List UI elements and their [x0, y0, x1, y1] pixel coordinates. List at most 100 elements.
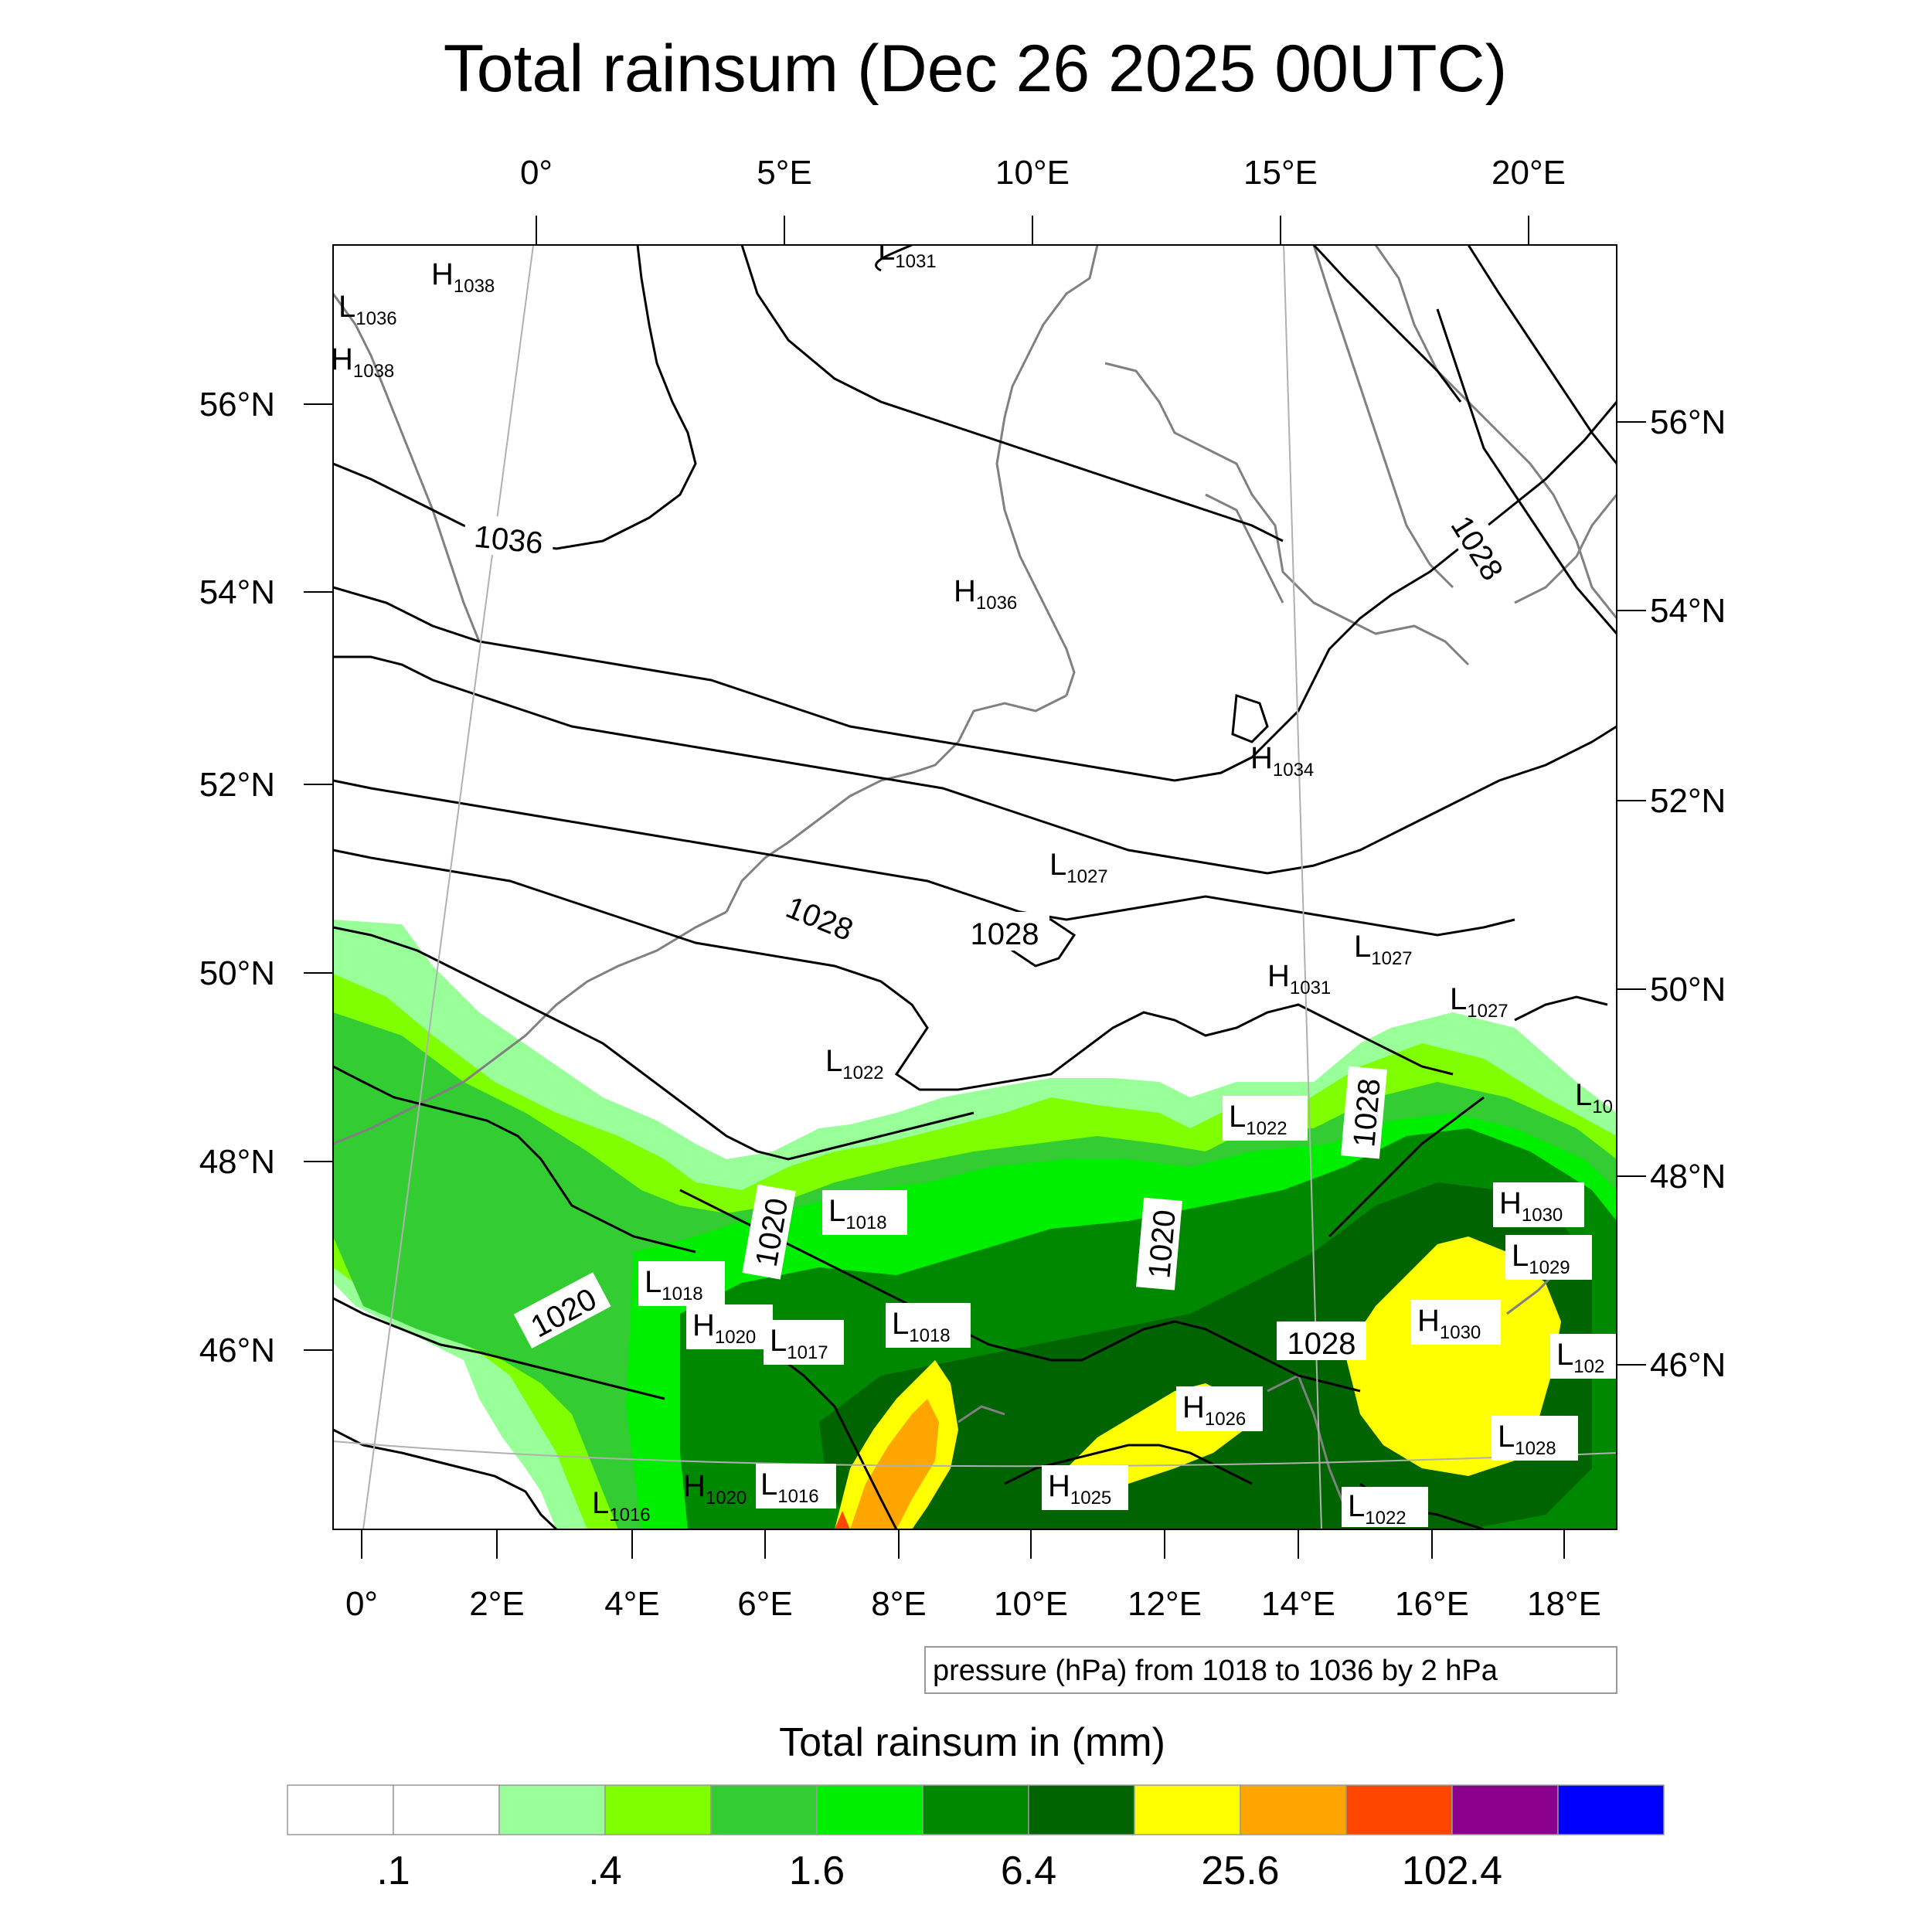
colorbar-tick-label: 6.4: [1001, 1849, 1056, 1893]
colorbar-swatch: [498, 1784, 606, 1835]
right-tick-label: 50°N: [1650, 971, 1726, 1009]
svg-text:1036: 1036: [473, 519, 545, 560]
colorbar-swatch: [922, 1784, 1029, 1835]
isobars: [333, 245, 1617, 1529]
svg-text:L102: L102: [1556, 1338, 1604, 1377]
rain-area-red: [835, 1511, 850, 1529]
colorbar-tick-label: 1.6: [789, 1849, 845, 1893]
pressure-center-low: L10: [1575, 1078, 1613, 1117]
top-axis: 0° 5°E 10°E 15°E 20°E: [520, 154, 1566, 245]
colorbar-swatch: [393, 1784, 500, 1835]
colorbar-swatch: [1134, 1784, 1241, 1835]
colorbar-swatch: [710, 1784, 818, 1835]
pressure-center-high: H1020: [683, 1469, 747, 1509]
right-tick-label: 46°N: [1650, 1346, 1726, 1384]
pressure-center-low: L1027: [1354, 930, 1413, 969]
svg-text:L1022: L1022: [1229, 1100, 1287, 1139]
pressure-center-low: L102: [1550, 1334, 1617, 1379]
svg-text:1028: 1028: [1347, 1077, 1387, 1148]
pressure-center-low: L1018: [886, 1303, 971, 1348]
top-tick-label: 20°E: [1492, 154, 1566, 192]
pressure-center-low: L1036: [338, 290, 397, 329]
svg-text:L1028: L1028: [1498, 1420, 1556, 1459]
bottom-tick-label: 12°E: [1128, 1585, 1202, 1623]
pressure-center-low: L1016: [592, 1486, 651, 1526]
bottom-tick-label: 16°E: [1395, 1585, 1469, 1623]
colorbar-tick-label: .1: [376, 1849, 410, 1893]
pressure-center-high: H1020: [686, 1304, 773, 1349]
pressure-center-low: L1017: [764, 1320, 844, 1365]
svg-text:L10: L10: [1575, 1078, 1613, 1117]
right-tick-label: 54°N: [1650, 592, 1726, 630]
left-axis: 56°N 54°N 52°N 50°N 48°N 46°N: [199, 386, 333, 1369]
pressure-center-low: L1022: [1223, 1096, 1308, 1141]
bottom-tick-label: 14°E: [1261, 1585, 1335, 1623]
colorbar-swatch: [816, 1784, 923, 1835]
svg-text:L1027: L1027: [1450, 982, 1509, 1022]
colorbar-swatch: [1451, 1784, 1559, 1835]
pressure-center-high: H1030: [1411, 1300, 1501, 1345]
colorbar-swatch: [1557, 1784, 1665, 1835]
svg-text:L1036: L1036: [338, 290, 397, 329]
top-tick-label: 10°E: [995, 154, 1070, 192]
left-tick-label: 56°N: [199, 386, 275, 423]
top-tick-label: 15°E: [1243, 154, 1318, 192]
colorbar: Total rainsum in (mm) .1 .4 1.6 6.4 25.6 102.…: [287, 1720, 1665, 1893]
svg-text:L1018: L1018: [645, 1265, 703, 1304]
pressure-center-high: H1030: [1493, 1182, 1584, 1227]
svg-text:L1017: L1017: [770, 1324, 828, 1363]
right-tick-label: 52°N: [1650, 782, 1726, 820]
svg-text:L1016: L1016: [760, 1468, 819, 1507]
colorbar-swatch: [1240, 1784, 1347, 1835]
pressure-center-high: H1034: [1250, 741, 1314, 781]
top-tick-label: 0°: [520, 154, 553, 192]
pressure-info-text: pressure (hPa) from 1018 to 1036 by 2 hP…: [933, 1655, 1498, 1687]
svg-text:H1038: H1038: [331, 342, 394, 382]
svg-text:L1018: L1018: [892, 1307, 951, 1346]
svg-text:L1027: L1027: [1354, 930, 1413, 969]
left-tick-label: 48°N: [199, 1143, 275, 1181]
pressure-center-high: H1038: [331, 342, 394, 382]
colorbar-tick-label: 25.6: [1201, 1849, 1279, 1893]
right-tick-label: 56°N: [1650, 403, 1726, 441]
svg-text:1020: 1020: [1142, 1209, 1182, 1280]
svg-text:H1020: H1020: [692, 1308, 756, 1348]
plot-frame: [332, 244, 1617, 1530]
contour-label: 1028: [1277, 1321, 1366, 1361]
bottom-tick-label: 8°E: [871, 1585, 926, 1623]
svg-text:H1034: H1034: [1250, 741, 1314, 781]
svg-text:1028: 1028: [1287, 1327, 1356, 1361]
bottom-tick-label: 10°E: [994, 1585, 1068, 1623]
svg-text:H1031: H1031: [1267, 959, 1331, 998]
svg-text:L1031: L1031: [878, 233, 937, 272]
pressure-centers: H1038 L1036 H1038 L1031 H1036 H1034 L102…: [331, 233, 1617, 1529]
svg-text:H1030: H1030: [1499, 1186, 1563, 1226]
contour-label: 1028: [1341, 1066, 1387, 1159]
pressure-center-low: L1031: [878, 233, 937, 272]
colorbar-swatch: [604, 1784, 712, 1835]
svg-text:L1022: L1022: [1348, 1489, 1406, 1529]
bottom-tick-label: 0°: [345, 1585, 378, 1623]
svg-text:H1025: H1025: [1048, 1469, 1111, 1509]
svg-text:L1029: L1029: [1512, 1239, 1570, 1278]
svg-text:H1030: H1030: [1417, 1304, 1481, 1343]
svg-text:L1022: L1022: [825, 1044, 884, 1083]
pressure-center-high: H1036: [954, 574, 1017, 614]
map-title: Total rainsum (Dec 26 2025 00UTC): [444, 32, 1508, 106]
svg-text:1028: 1028: [971, 917, 1039, 951]
pressure-center-low: L1022: [825, 1044, 884, 1083]
pressure-center-low: L1029: [1505, 1235, 1592, 1280]
svg-text:H1026: H1026: [1182, 1390, 1246, 1430]
pressure-center-low: L1018: [822, 1190, 907, 1235]
colorbar-tick-label: .4: [588, 1849, 621, 1893]
contour-label: 1028: [960, 912, 1049, 951]
left-tick-label: 52°N: [199, 766, 275, 804]
colorbar-ticks: .1 .4 1.6 6.4 25.6 102.4: [376, 1849, 1502, 1893]
pressure-center-low: L1022: [1342, 1487, 1428, 1529]
contour-label: 1020: [1136, 1197, 1182, 1291]
right-axis: 56°N 54°N 52°N 50°N 48°N 46°N: [1617, 403, 1726, 1384]
left-tick-label: 50°N: [199, 954, 275, 992]
pressure-center-low: L1028: [1492, 1416, 1578, 1461]
bottom-tick-label: 4°E: [604, 1585, 659, 1623]
